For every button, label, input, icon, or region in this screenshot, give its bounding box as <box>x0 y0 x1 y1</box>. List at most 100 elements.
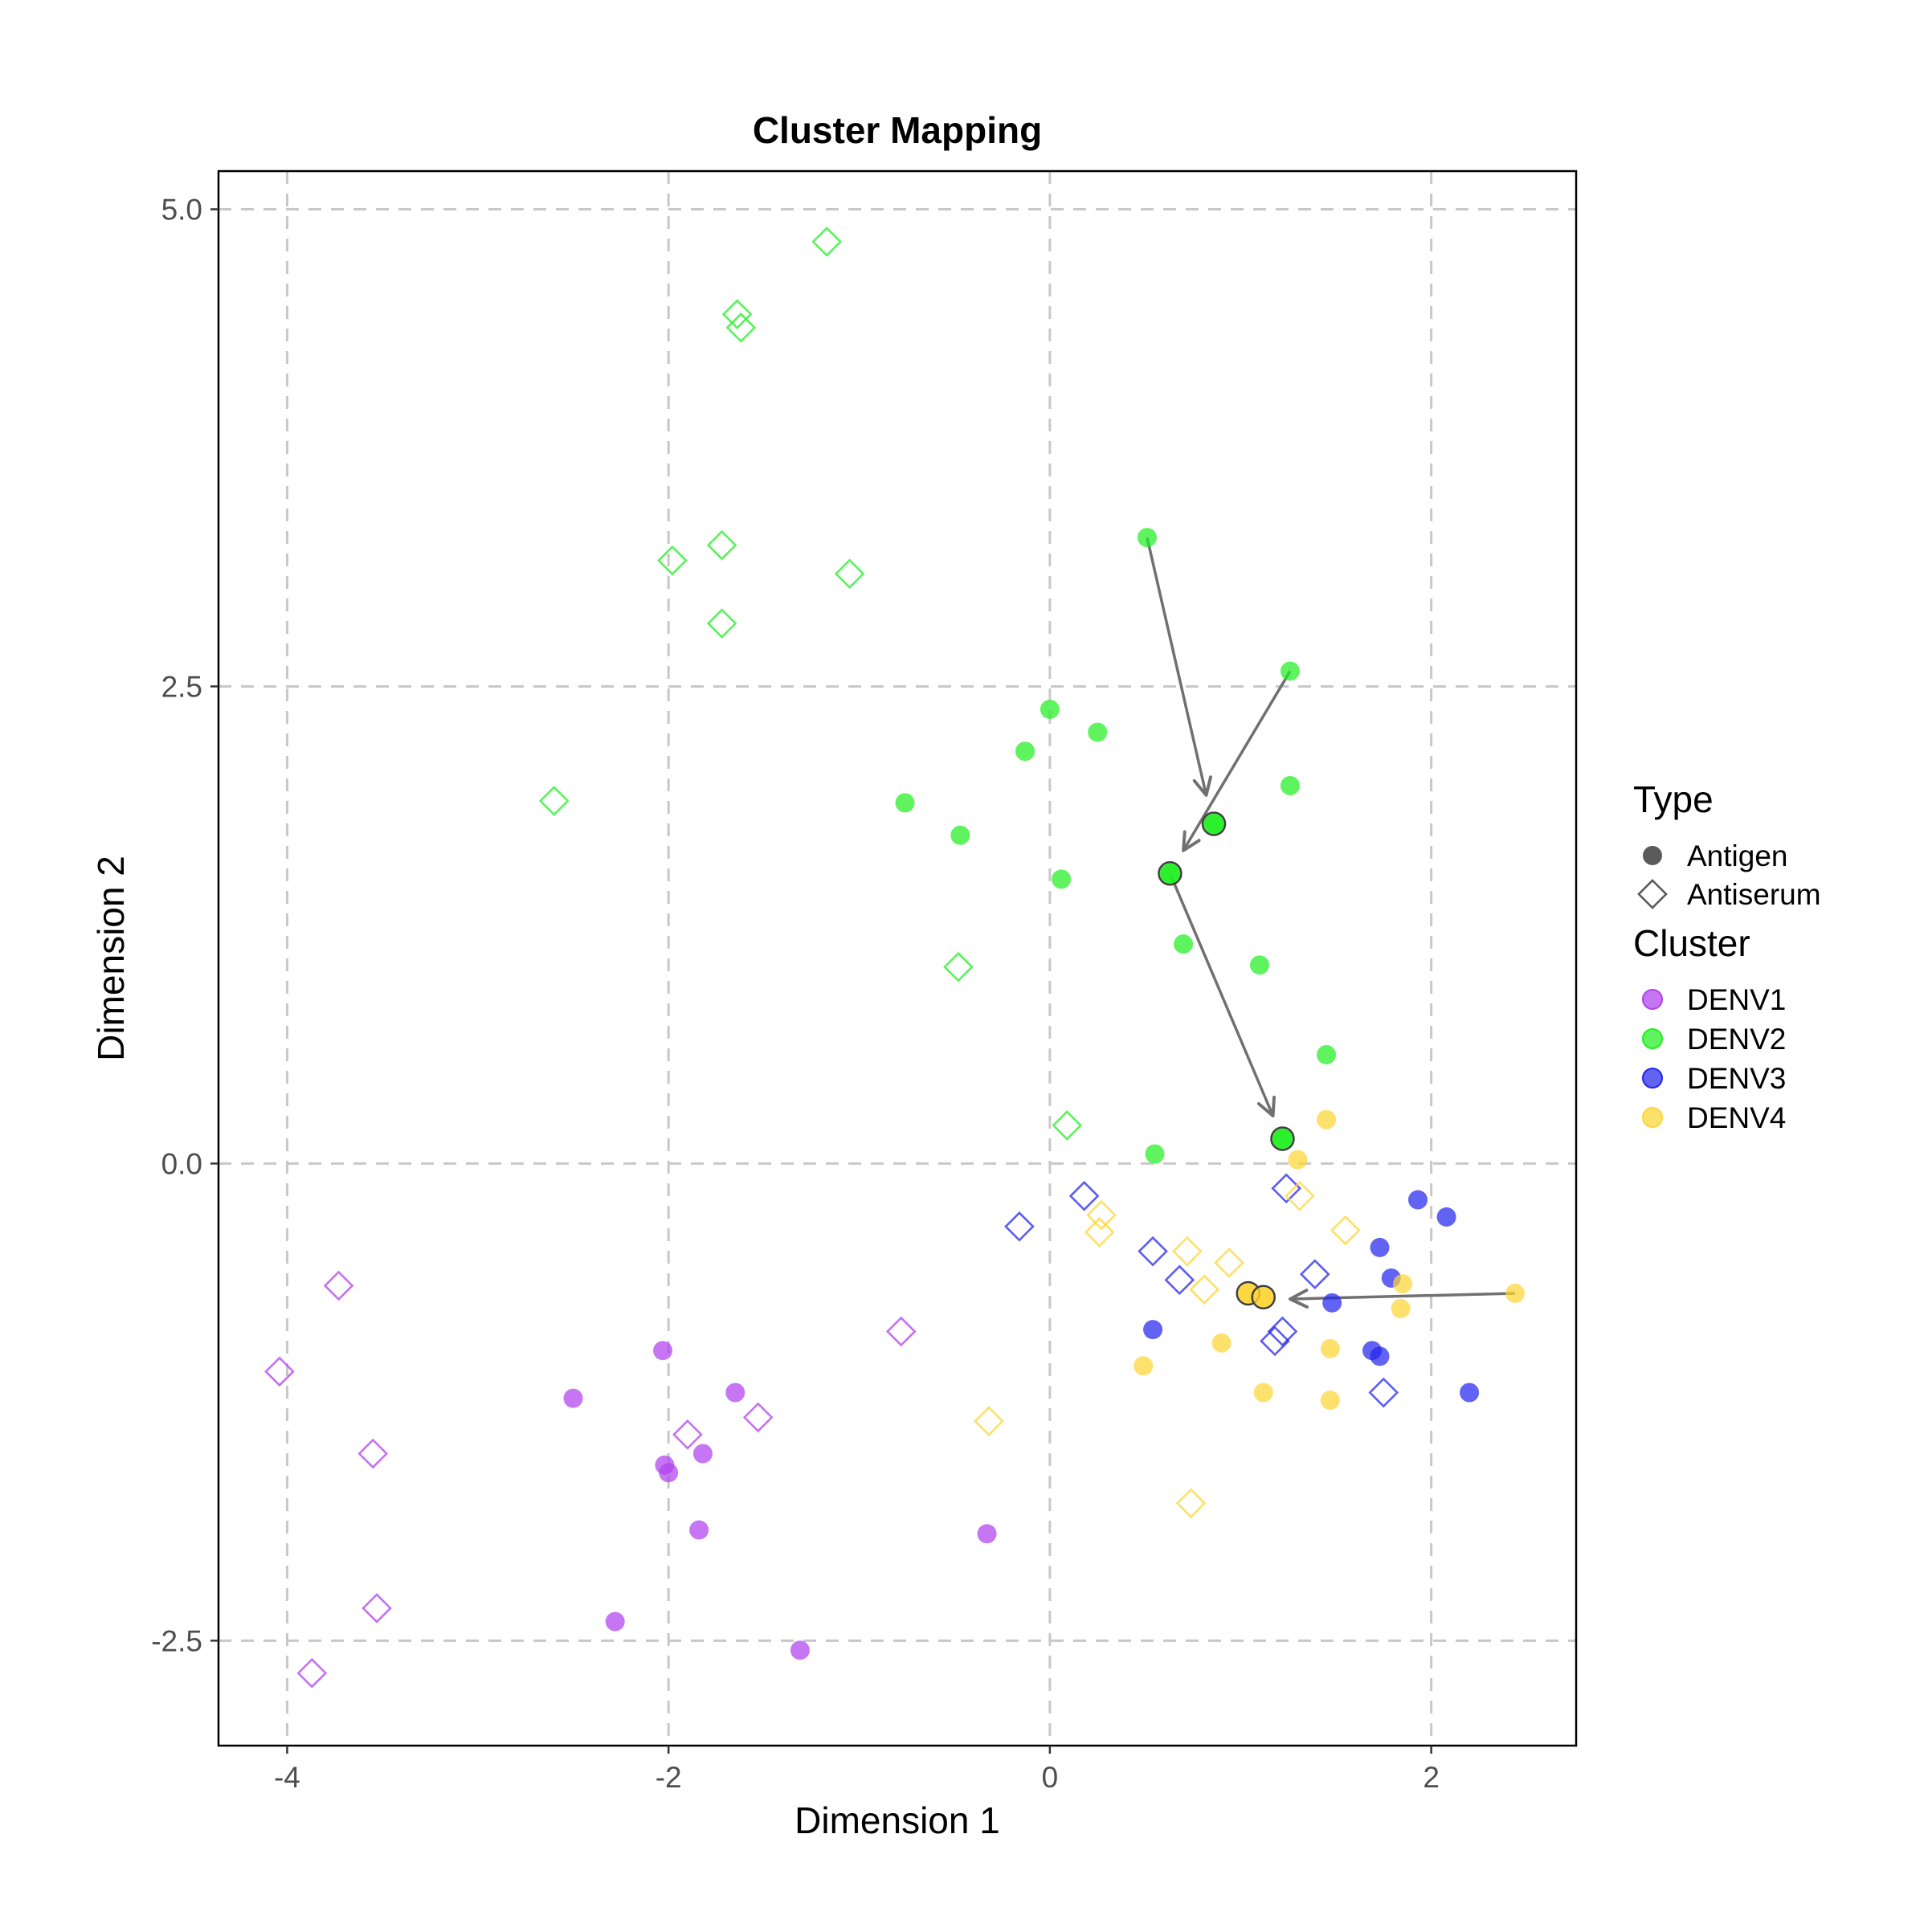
antigen-point-denv3 <box>1322 1293 1342 1313</box>
antiserum-point-denv1 <box>742 1402 774 1433</box>
antiserum-point-denv3 <box>1260 1325 1290 1357</box>
antiserum-point-denv4 <box>1084 1217 1115 1248</box>
antigen-point-denv1 <box>689 1520 709 1540</box>
x-tick-label: 0 <box>1042 1761 1059 1794</box>
antiserum-point-denv1 <box>885 1316 917 1347</box>
antigen-point-denv3 <box>1436 1207 1456 1227</box>
antigen-point-denv2 <box>1137 528 1157 548</box>
highlighted-antigen-point <box>1251 1285 1276 1309</box>
antiserum-point-denv2 <box>1052 1110 1083 1141</box>
legend-cluster-label: DENV1 <box>1687 983 1786 1016</box>
legend-cluster-swatch <box>1642 989 1663 1010</box>
legend-cluster-label: DENV3 <box>1687 1062 1786 1095</box>
legend: Type Antigen Antiserum Cluster DENV1 DENV2… <box>1633 778 1821 1134</box>
legend-antigen-symbol <box>1643 846 1662 865</box>
antigen-point-denv3 <box>1370 1346 1390 1366</box>
antiserum-point-denv2 <box>834 558 865 590</box>
antigen-point-denv3 <box>1407 1190 1428 1210</box>
antiserum-point-denv2 <box>725 312 757 343</box>
antigen-point-denv3 <box>1143 1320 1163 1340</box>
antigen-point-denv2 <box>1145 1144 1165 1164</box>
antigen-point-denv4 <box>1320 1390 1340 1410</box>
antiserum-point-denv2 <box>706 608 737 639</box>
legend-cluster-label: DENV2 <box>1687 1023 1786 1056</box>
highlighted-points-layer <box>1158 811 1295 1309</box>
antigen-point-denv2 <box>1249 955 1269 975</box>
antigen-point-denv4 <box>1253 1383 1273 1403</box>
antigen-point-denv2 <box>1088 722 1108 742</box>
antigen-point-denv4 <box>1317 1109 1337 1129</box>
legend-type-label: Antigen <box>1687 839 1788 872</box>
antiserum-point-denv3 <box>1138 1236 1168 1267</box>
antiserum-point-denv3 <box>1164 1264 1195 1296</box>
legend-cluster-swatch <box>1642 1028 1663 1049</box>
y-axis-title: Dimension 2 <box>90 856 132 1061</box>
antigen-point-denv1 <box>563 1388 583 1408</box>
axis-ticks: -4 -2 0 2 -2.5 0.0 2.5 5.0 <box>151 194 1440 1794</box>
antiserum-point-denv1 <box>296 1657 328 1689</box>
movement-arrow <box>1182 670 1292 852</box>
antiserum-point-denv2 <box>811 227 843 257</box>
antigen-point-denv2 <box>1052 869 1072 889</box>
legend-cluster-label: DENV4 <box>1687 1101 1786 1134</box>
highlighted-antigen-point <box>1158 861 1183 886</box>
antigen-point-denv4 <box>1288 1150 1308 1170</box>
legend-type-title: Type <box>1633 778 1714 820</box>
antiserum-point-denv4 <box>1175 1488 1207 1519</box>
antiserum-point-denv2 <box>943 951 974 982</box>
movement-arrow <box>1146 537 1212 797</box>
antigen-point-denv4 <box>1320 1338 1340 1358</box>
x-axis-title: Dimension 1 <box>794 1799 1000 1841</box>
antiserum-point-denv4 <box>1284 1180 1315 1211</box>
antigen-point-denv1 <box>653 1341 673 1361</box>
y-tick-label: 0.0 <box>161 1147 202 1180</box>
antigen-point-denv1 <box>659 1463 679 1483</box>
y-tick-label: 2.5 <box>161 670 202 703</box>
antigen-point-denv2 <box>1040 699 1060 719</box>
antiserum-point-denv4 <box>1330 1215 1361 1246</box>
antiserum-point-denv1 <box>357 1438 389 1469</box>
plot-panel-border <box>217 170 1578 1747</box>
antiserum-point-denv2 <box>657 545 688 576</box>
antiserum-point-denv1 <box>672 1419 703 1450</box>
chart-title: Cluster Mapping <box>753 109 1042 151</box>
antiserum-point-denv3 <box>1004 1211 1035 1242</box>
x-tick-label: -4 <box>274 1761 300 1794</box>
antigen-point-denv4 <box>1505 1283 1526 1303</box>
x-tick-label: 2 <box>1423 1761 1440 1794</box>
legend-cluster-entries: DENV1 DENV2 DENV3 DENV4 <box>1642 983 1786 1134</box>
antiserum-point-denv2 <box>721 299 753 330</box>
antigen-point-denv1 <box>605 1611 625 1632</box>
legend-cluster-swatch <box>1642 1107 1663 1128</box>
arrows-layer <box>1146 537 1516 1309</box>
antiserum-point-denv3 <box>1267 1316 1298 1347</box>
antigen-point-denv2 <box>1280 661 1300 681</box>
legend-type-label: Antiserum <box>1687 878 1821 911</box>
antigen-point-denv2 <box>1174 934 1194 954</box>
antiserum-point-denv3 <box>1368 1377 1399 1408</box>
antigen-point-denv4 <box>1391 1298 1411 1318</box>
antiserum-point-denv1 <box>323 1270 354 1301</box>
antigen-point-denv3 <box>1460 1383 1480 1403</box>
highlighted-antigen-point <box>1201 811 1227 836</box>
antigen-point-denv4 <box>1134 1356 1154 1376</box>
antigen-point-denv2 <box>895 793 915 813</box>
antiserum-point-denv3 <box>1299 1259 1330 1290</box>
antigen-point-denv2 <box>1015 741 1035 762</box>
legend-cluster-swatch <box>1642 1068 1663 1089</box>
grid-lines <box>219 171 1576 1746</box>
y-tick-label: 5.0 <box>161 194 202 227</box>
antiserum-point-denv1 <box>362 1593 392 1624</box>
antigen-point-denv1 <box>725 1383 745 1403</box>
antigen-point-denv4 <box>1211 1333 1232 1353</box>
antiserum-point-denv4 <box>974 1406 1004 1436</box>
x-tick-label: -2 <box>656 1761 682 1794</box>
legend-cluster-title: Cluster <box>1633 922 1750 964</box>
antiserum-point-denv4 <box>1171 1236 1203 1267</box>
antiserum-point-denv4 <box>1189 1274 1219 1305</box>
antiserum-point-denv3 <box>1068 1180 1100 1211</box>
antigen-point-denv1 <box>977 1524 997 1544</box>
antigen-point-denv2 <box>1317 1044 1337 1064</box>
antigen-point-denv2 <box>950 825 970 845</box>
